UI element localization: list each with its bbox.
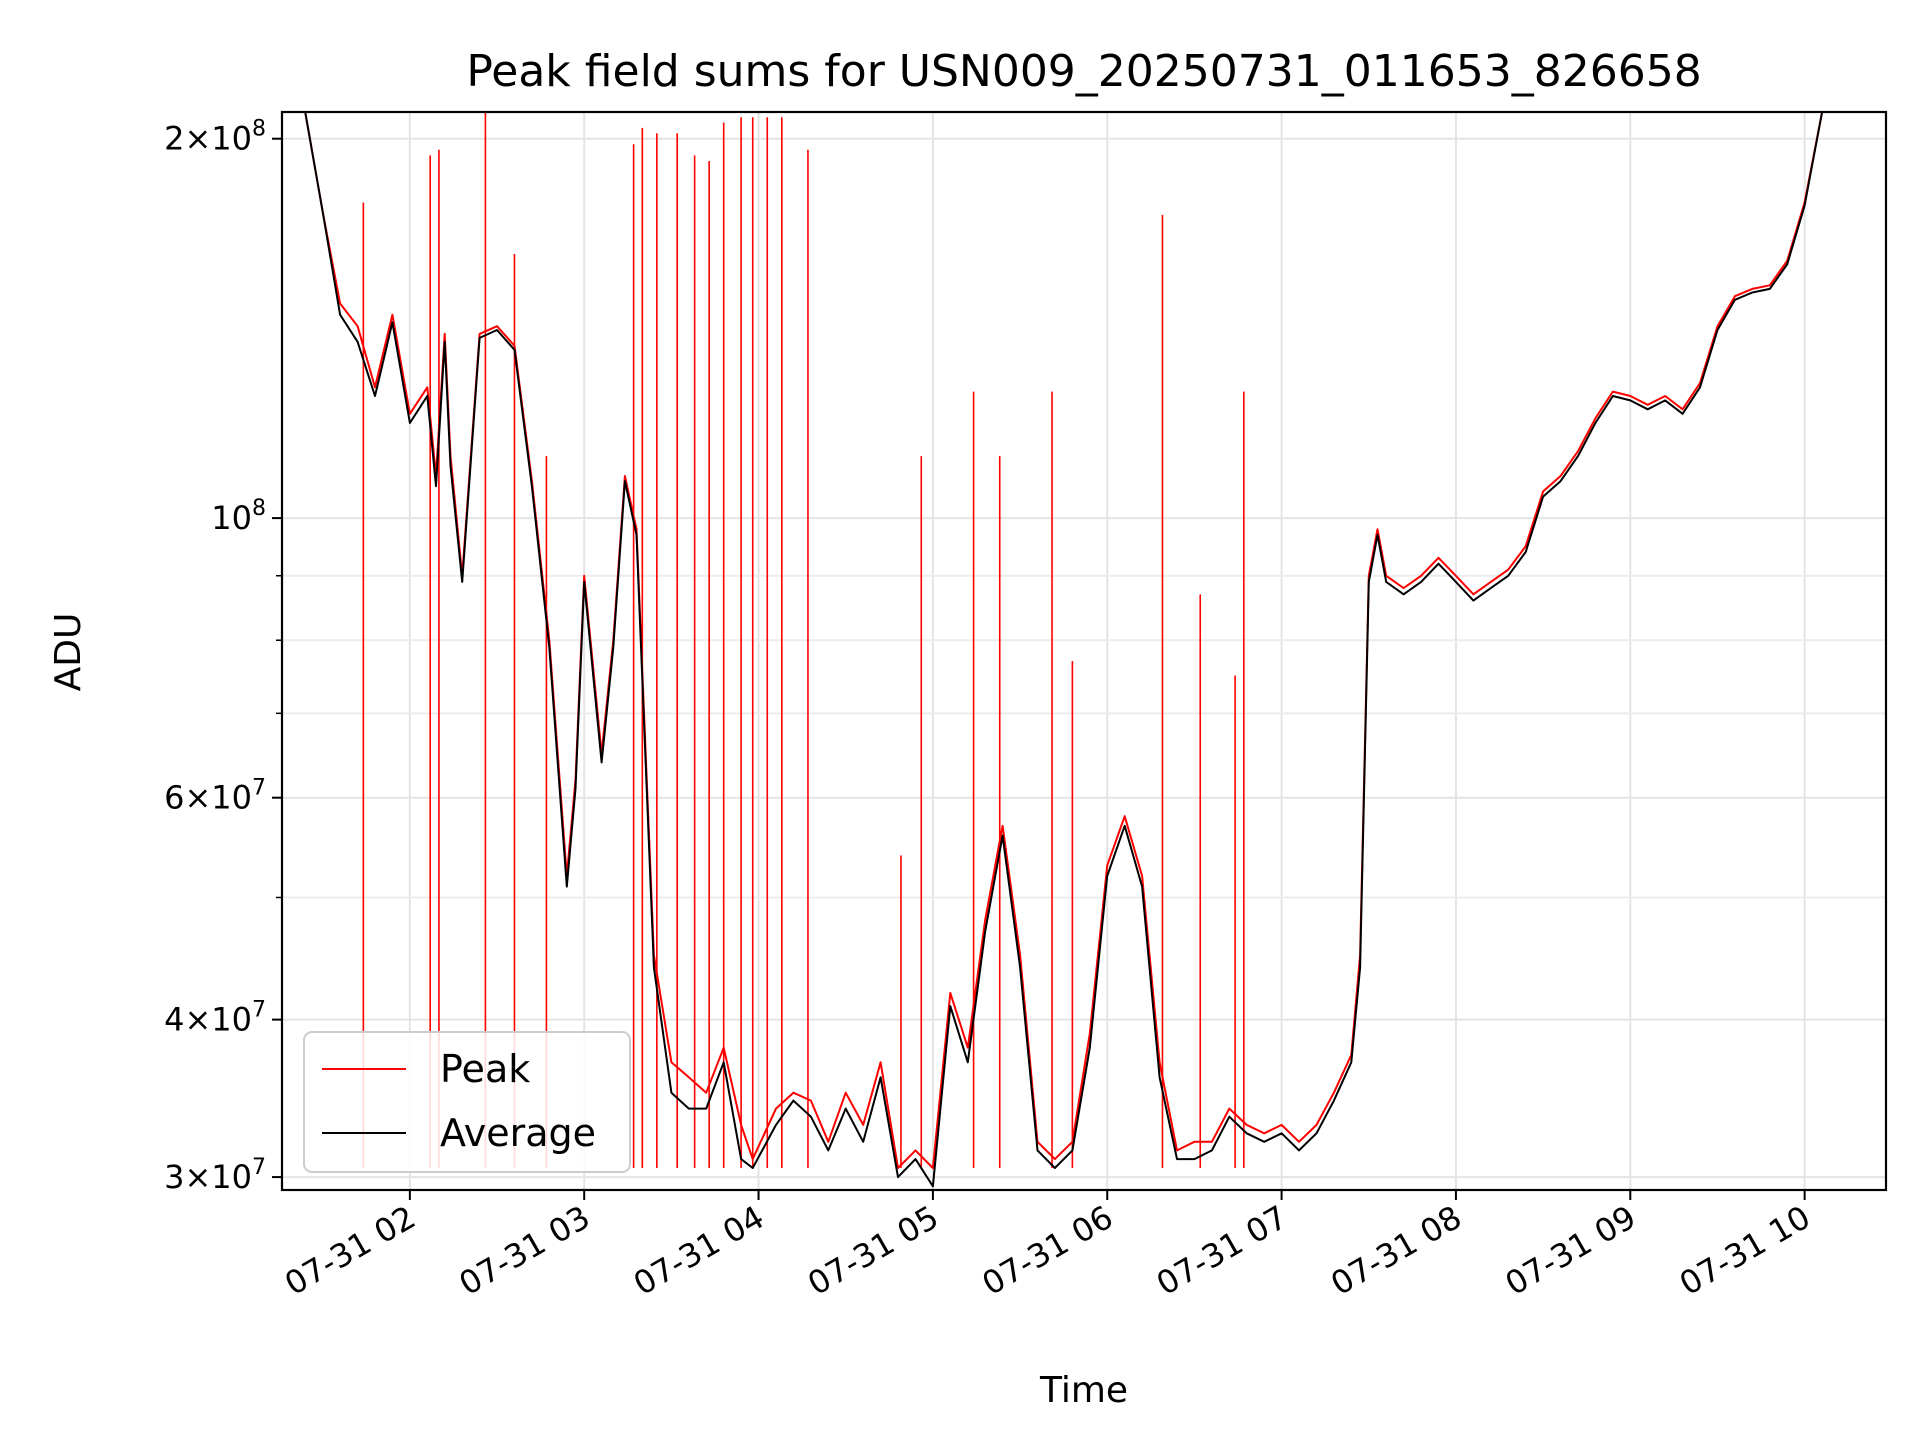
series-layer <box>282 111 1886 1188</box>
y-tick-label: 6×107 <box>164 776 266 817</box>
series-line-average <box>282 111 1886 1188</box>
y-tick-label: 4×107 <box>164 998 266 1039</box>
y-tick-label: 3×107 <box>164 1155 266 1196</box>
y-axis-label: ADU <box>48 613 89 692</box>
chart-title: Peak field sums for USN009_20250731_0116… <box>466 46 1701 97</box>
x-axis-label: Time <box>1039 1370 1128 1411</box>
y-tick-label: 2×108 <box>164 117 266 158</box>
legend-label-peak: Peak <box>440 1047 530 1091</box>
legend-label-average: Average <box>440 1111 596 1155</box>
y-tick-label: 108 <box>211 496 266 537</box>
axes-frame <box>280 110 1888 1192</box>
legend: Peak Average <box>303 1031 631 1173</box>
grid-lines <box>282 112 1886 1190</box>
